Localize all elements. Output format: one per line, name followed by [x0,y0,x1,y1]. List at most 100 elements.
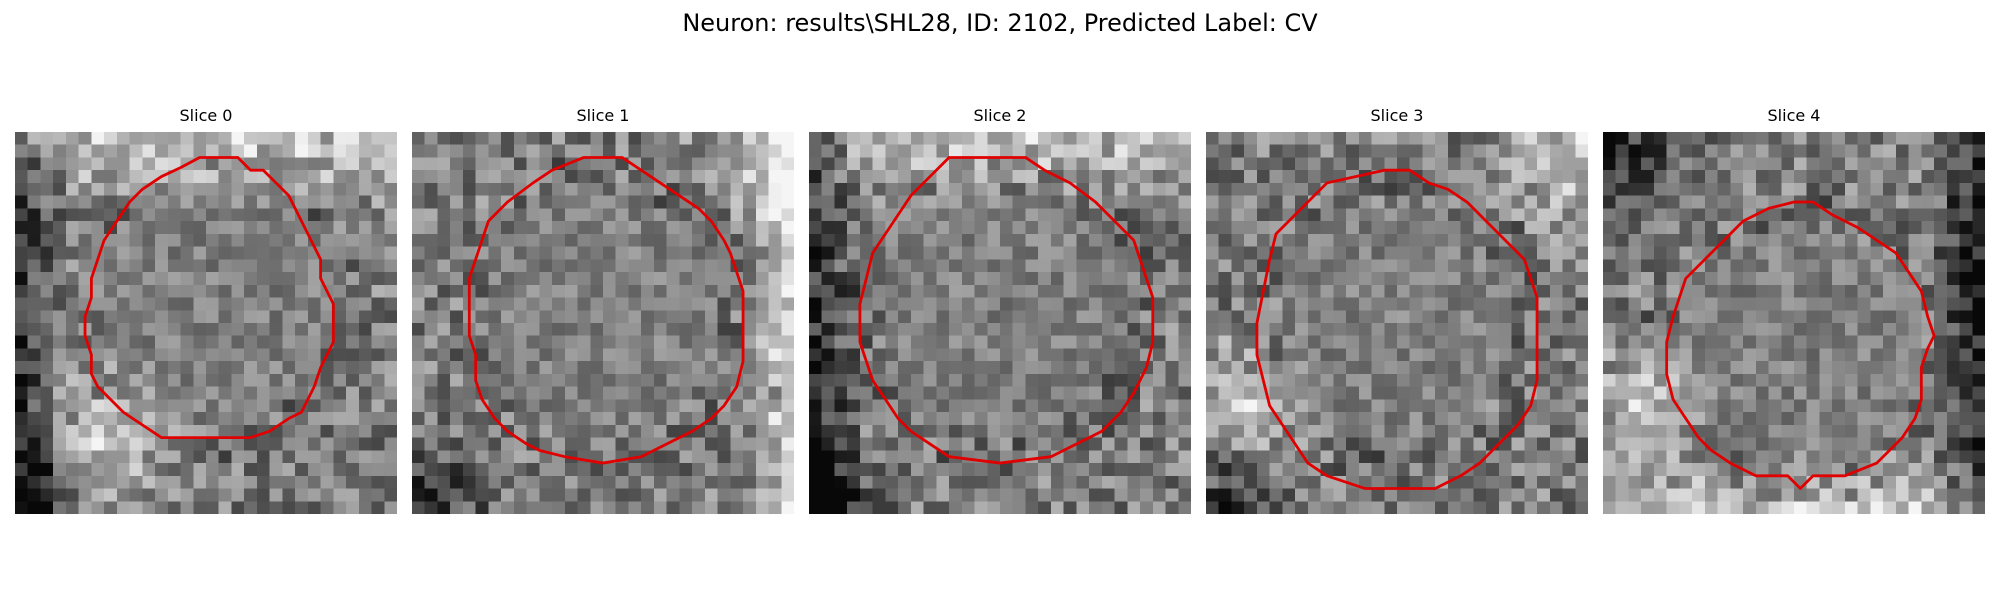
pixel-cell [450,501,464,514]
pixel-cell [526,233,540,248]
pixel-cell [1089,501,1103,514]
pixel-cell [1666,144,1681,159]
pixel-cell [1819,246,1833,260]
pixel-cell [666,361,681,375]
pixel-cell [809,361,823,375]
pixel-cell [333,424,347,439]
pixel-cell [1358,157,1373,171]
pixel-cell [1486,272,1500,286]
pixel-cell [1537,246,1551,260]
pixel-cell [412,272,426,286]
pixel-cell [821,412,836,426]
pixel-cell [1781,157,1795,171]
pixel-cell [282,373,296,388]
pixel-cell [424,170,439,184]
pixel-cell [755,335,770,350]
pixel-cell [1282,386,1296,401]
pixel-cell [1653,272,1668,286]
pixel-cell [437,259,451,273]
pixel-cell [1140,170,1154,184]
pixel-cell [1562,399,1576,413]
pixel-cell [40,450,54,464]
pixel-cell [898,144,912,159]
pixel-cell [206,221,220,235]
pixel-cell [295,132,309,146]
pixel-cell [53,488,67,502]
pixel-cell [898,335,912,350]
pixel-cell [1422,501,1436,514]
pixel-cell [1435,310,1449,324]
pixel-cell [1165,310,1179,324]
pixel-cell [666,463,681,477]
pixel-cell [923,412,937,426]
pixel-cell [1717,373,1731,388]
pixel-cell [1076,450,1090,464]
pixel-cell [437,463,451,477]
pixel-cell [1486,323,1500,337]
pixel-cell [590,488,604,502]
pixel-cell [885,386,899,401]
pixel-cell [949,335,963,350]
pixel-cell [180,323,194,337]
pixel-cell [450,475,464,490]
pixel-cell [1946,208,1961,222]
neuron-contour [1665,200,1936,490]
pixel-cell [358,233,373,248]
pixel-cell [961,144,976,159]
pixel-cell [1333,132,1347,146]
pixel-cell [768,246,782,260]
pixel-cell [1307,233,1322,248]
pixel-cell [1768,144,1782,159]
pixel-cell [333,259,347,273]
pixel-cell [1038,132,1052,146]
pixel-cell [821,272,836,286]
pixel-cell [987,501,1001,514]
pixel-cell [1333,297,1347,311]
pixel-cell [809,323,823,337]
pixel-cell [730,132,744,146]
pixel-cell [1628,463,1642,477]
pixel-cell [615,310,630,324]
pixel-cell [1921,450,1935,464]
pixel-cell [91,501,105,514]
pixel-cell [1832,373,1846,388]
pixel-cell [628,424,642,439]
pixel-cell [1537,463,1551,477]
pixel-cell [743,246,757,260]
pixel-cell [193,195,207,210]
pixel-cell [412,488,426,502]
pixel-cell [1717,463,1731,477]
pixel-cell [1152,424,1167,439]
pixel-cell [15,195,29,210]
pixel-cell [1781,501,1795,514]
pixel-cell [1127,310,1141,324]
pixel-cell [1934,501,1948,514]
pixel-cell [1486,399,1500,413]
pixel-cell [1025,246,1039,260]
pixel-cell [1524,221,1538,235]
pixel-cell [40,437,54,451]
pixel-cell [1603,132,1617,146]
pixel-cell [949,310,963,324]
pixel-cell [704,437,719,451]
pixel-cell [590,132,604,146]
pixel-cell [743,132,757,146]
pixel-cell [1282,170,1296,184]
pixel-cell [1460,323,1475,337]
pixel-cell [104,284,118,299]
pixel-cell [590,412,604,426]
pixel-cell [1114,144,1128,159]
pixel-cell [1806,221,1821,235]
pixel-cell [333,132,347,146]
pixel-cell [1206,297,1220,311]
pixel-cell [615,323,630,337]
pixel-cell [206,386,220,401]
pixel-cell [475,259,490,273]
pixel-cell [1435,157,1449,171]
pixel-cell [1256,195,1271,210]
pixel-cell [437,144,451,159]
pixel-cell [692,310,706,324]
pixel-cell [717,195,731,210]
pixel-cell [1397,221,1411,235]
pixel-cell [1819,424,1833,439]
